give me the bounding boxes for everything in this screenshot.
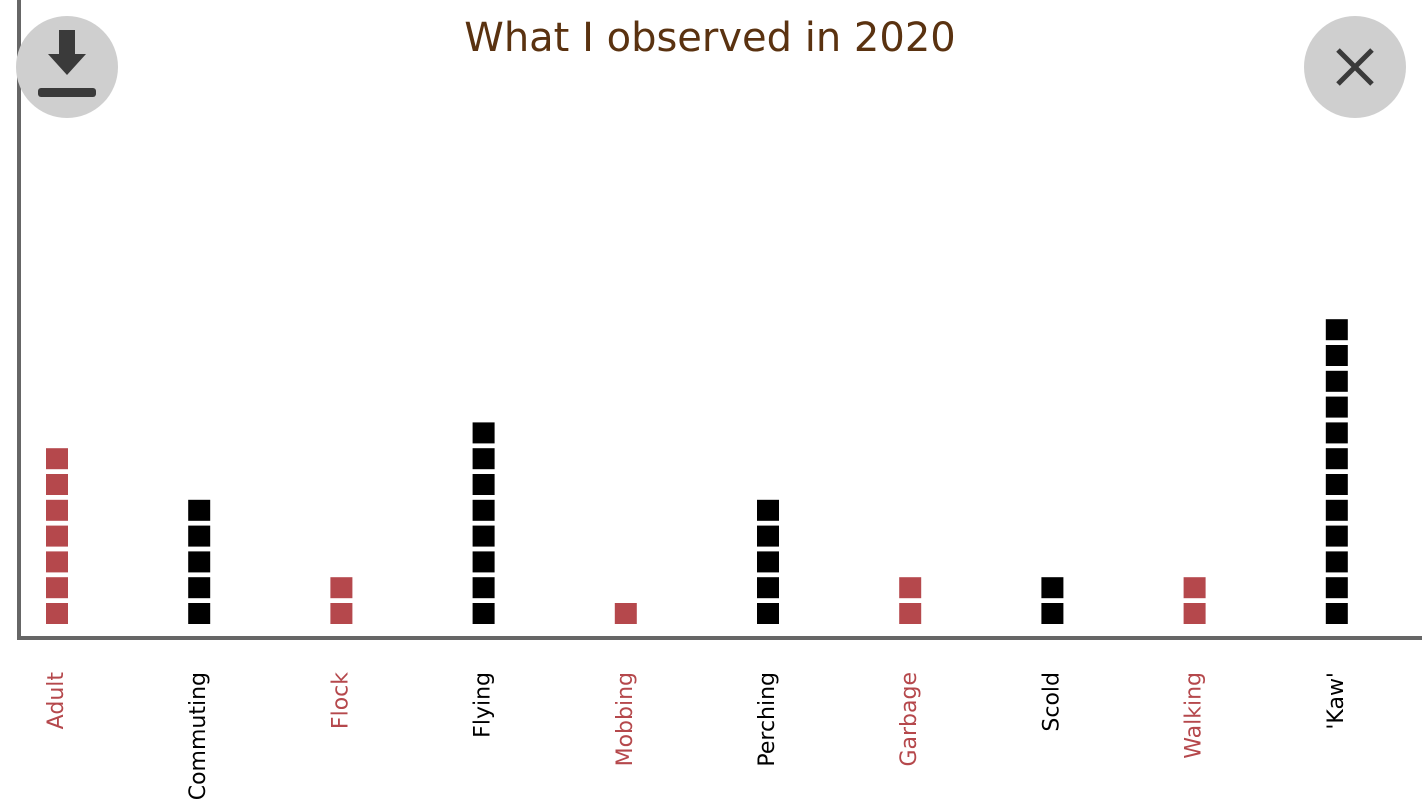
unit-stack — [46, 448, 68, 624]
x-tick-label: Adult — [44, 672, 69, 730]
unit-square — [46, 448, 68, 470]
unit-square — [899, 577, 922, 599]
unit-square — [472, 551, 495, 573]
unit-stack — [614, 603, 637, 624]
unit-square — [1041, 577, 1064, 599]
unit-square — [1325, 370, 1348, 392]
unit-square — [330, 577, 353, 599]
unit-square — [1325, 603, 1348, 624]
unit-square — [757, 551, 779, 573]
unit-square — [46, 499, 68, 521]
unit-square — [1183, 603, 1206, 624]
unit-square — [46, 577, 68, 599]
unit-square — [1325, 345, 1348, 366]
x-tick-label: Walking — [1182, 672, 1207, 759]
unit-stack — [1041, 577, 1064, 624]
unit-stack — [1325, 319, 1348, 624]
unit-square — [614, 603, 637, 624]
unit-square — [46, 525, 68, 547]
x-tick-label: Garbage — [897, 672, 922, 767]
unit-square — [1325, 577, 1348, 599]
unit-square — [899, 603, 922, 624]
unit-square — [472, 603, 495, 624]
unit-stack — [757, 499, 779, 624]
unit-square — [472, 448, 495, 470]
unit-square — [757, 499, 779, 521]
x-tick-label: Flying — [471, 672, 496, 738]
unit-square — [46, 603, 68, 624]
x-tick-label: Commuting — [186, 672, 211, 800]
unit-stack — [899, 577, 922, 624]
unit-square — [1041, 603, 1064, 624]
unit-square — [472, 577, 495, 599]
unit-square — [1325, 448, 1348, 470]
unit-stack — [188, 499, 211, 624]
x-tick-label: Mobbing — [613, 672, 638, 766]
unit-square — [1325, 396, 1348, 418]
unit-stack — [1183, 577, 1206, 624]
unit-square — [472, 499, 495, 521]
unit-square — [188, 551, 211, 573]
unit-square — [188, 577, 211, 599]
unit-square — [472, 525, 495, 547]
unit-square — [188, 603, 211, 624]
unit-square — [757, 525, 779, 547]
unit-square — [46, 551, 68, 573]
download-button[interactable] — [16, 16, 118, 118]
unit-square — [1325, 551, 1348, 573]
x-tick-label: Perching — [755, 672, 780, 767]
unit-square — [1325, 319, 1348, 341]
close-button[interactable] — [1304, 16, 1406, 118]
unit-stack — [472, 422, 495, 624]
download-icon-base — [38, 88, 96, 97]
x-tick-label: 'Kaw' — [1324, 672, 1349, 730]
unit-square — [46, 474, 68, 495]
unit-square — [1183, 577, 1206, 599]
close-icon — [1336, 48, 1374, 86]
unit-square — [1325, 525, 1348, 547]
unit-square — [472, 422, 495, 444]
unit-stack — [330, 577, 353, 624]
x-tick-label: Flock — [328, 672, 353, 729]
unit-square — [1325, 422, 1348, 444]
unit-square — [330, 603, 353, 624]
unit-square — [472, 474, 495, 495]
unit-square — [757, 603, 779, 624]
unit-square — [757, 577, 779, 599]
unit-square — [188, 499, 211, 521]
download-icon — [48, 30, 86, 75]
chart-title: What I observed in 2020 — [464, 15, 955, 61]
unit-square — [1325, 499, 1348, 521]
unit-square — [188, 525, 211, 547]
x-tick-label: Scold — [1039, 672, 1064, 732]
unit-square — [1325, 474, 1348, 495]
